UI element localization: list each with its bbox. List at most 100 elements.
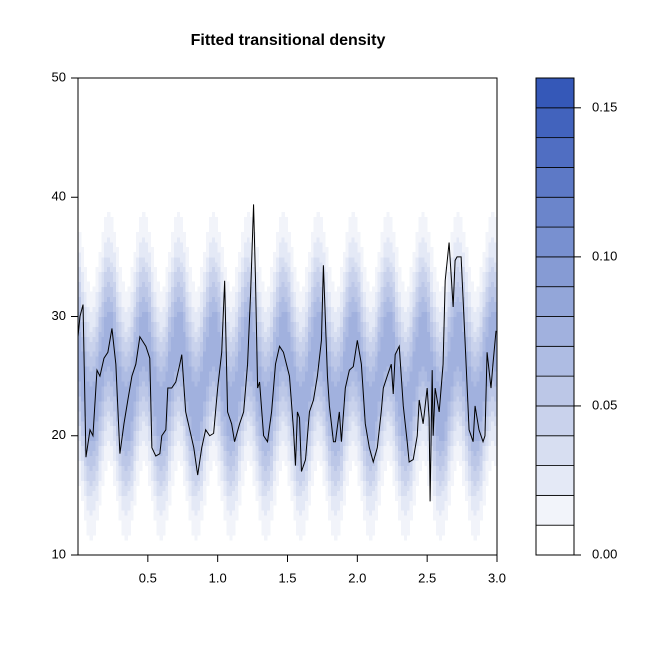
- density-cell: [206, 425, 210, 432]
- density-cell: [188, 386, 192, 392]
- density-cell: [214, 271, 219, 278]
- density-cell: [214, 415, 219, 422]
- density-cell: [307, 376, 312, 382]
- density-cell: [238, 485, 242, 491]
- density-cell: [174, 410, 178, 417]
- density-cell: [281, 246, 285, 253]
- density-cell: [185, 356, 189, 362]
- density-cell: [197, 286, 201, 293]
- density-cell: [144, 361, 149, 367]
- density-cell: [270, 480, 274, 486]
- density-cell: [197, 470, 201, 476]
- density-cell: [86, 480, 91, 486]
- density-cell: [144, 286, 149, 293]
- density-cell: [264, 311, 268, 317]
- density-cell: [220, 351, 224, 357]
- density-cell: [101, 301, 105, 307]
- density-cell: [336, 440, 341, 447]
- density-cell: [101, 296, 105, 302]
- density-cell: [136, 460, 140, 466]
- density-cell: [115, 256, 120, 263]
- density-cell: [240, 361, 245, 367]
- density-cell: [281, 405, 285, 412]
- density-cell: [127, 341, 131, 347]
- density-cell: [153, 470, 157, 476]
- density-cell: [261, 530, 265, 536]
- density-cell: [112, 480, 117, 486]
- density-cell: [197, 336, 201, 342]
- density-cell: [168, 361, 172, 367]
- density-cell: [92, 440, 96, 447]
- density-cell: [188, 400, 192, 407]
- density-cell: [281, 376, 285, 382]
- density-cell: [80, 356, 85, 362]
- density-cell: [325, 291, 329, 298]
- density-cell: [104, 366, 108, 372]
- density-cell: [345, 241, 350, 248]
- density-cell: [200, 515, 204, 521]
- density-cell: [130, 371, 134, 377]
- density-cell: [235, 485, 239, 491]
- density-cell: [130, 286, 134, 293]
- density-cell: [168, 425, 172, 432]
- density-cell: [331, 460, 335, 466]
- density-cell: [118, 266, 123, 273]
- density-cell: [115, 475, 120, 481]
- density-cell: [153, 415, 157, 422]
- density-cell: [92, 361, 96, 367]
- density-cell: [331, 321, 335, 327]
- density-cell: [226, 386, 230, 392]
- density-cell: [112, 266, 117, 273]
- density-cell: [316, 222, 320, 228]
- density-cell: [357, 281, 361, 288]
- density-cell: [203, 321, 207, 327]
- density-cell: [351, 212, 355, 218]
- density-cell: [133, 415, 137, 422]
- density-cell: [307, 495, 312, 501]
- density-cell: [206, 440, 210, 447]
- density-cell: [110, 445, 114, 452]
- density-cell: [304, 430, 309, 437]
- density-cell: [264, 301, 268, 307]
- density-cell: [293, 425, 297, 432]
- density-cell: [325, 281, 329, 288]
- density-cell: [203, 440, 207, 447]
- density-cell: [78, 440, 82, 447]
- density-cell: [162, 351, 166, 357]
- density-cell: [243, 321, 248, 327]
- density-cell: [171, 326, 175, 332]
- density-cell: [345, 237, 350, 243]
- density-cell: [92, 450, 96, 457]
- density-cell: [348, 246, 352, 253]
- density-cell: [115, 430, 120, 437]
- density-cell: [336, 311, 341, 317]
- density-cell: [139, 455, 143, 461]
- density-cell: [310, 306, 315, 312]
- density-cell: [287, 301, 291, 307]
- density-cell: [150, 435, 155, 442]
- density-cell: [83, 366, 88, 372]
- density-cell: [174, 361, 178, 367]
- density-cell: [319, 256, 323, 263]
- density-cell: [80, 371, 85, 377]
- density-cell: [182, 301, 187, 307]
- density-cell: [240, 376, 245, 382]
- density-cell: [252, 450, 256, 457]
- density-cell: [168, 415, 172, 422]
- density-cell: [281, 386, 285, 392]
- density-cell: [92, 445, 96, 452]
- density-cell: [351, 425, 355, 432]
- density-cell: [144, 351, 149, 357]
- density-cell: [267, 396, 271, 402]
- density-cell: [336, 420, 341, 427]
- density-cell: [267, 336, 271, 342]
- density-cell: [261, 440, 265, 447]
- density-cell: [357, 351, 361, 357]
- density-cell: [78, 351, 82, 357]
- density-cell: [98, 331, 102, 337]
- density-cell: [80, 440, 85, 447]
- density-cell: [112, 251, 117, 258]
- density-cell: [299, 490, 303, 496]
- density-cell: [159, 366, 163, 372]
- density-cell: [153, 276, 157, 283]
